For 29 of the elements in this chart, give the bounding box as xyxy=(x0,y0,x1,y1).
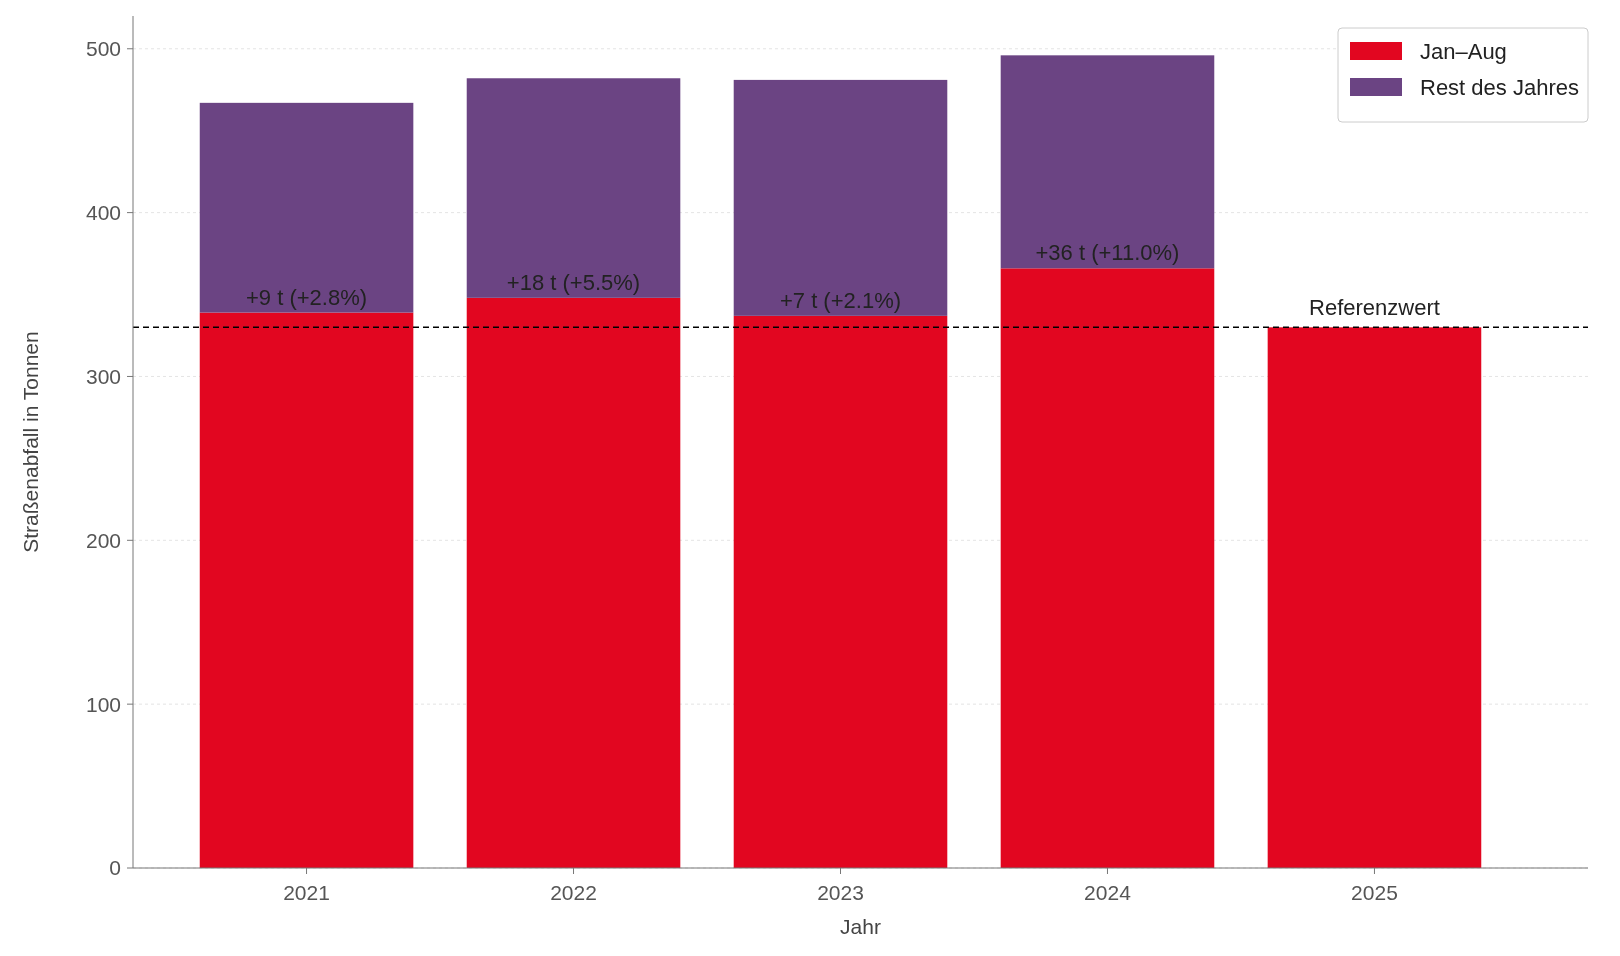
x-tick-label: 2022 xyxy=(550,881,597,904)
x-tick-label: 2025 xyxy=(1351,881,1398,904)
bar xyxy=(733,79,948,316)
bar xyxy=(1000,55,1215,269)
y-tick-label: 100 xyxy=(85,692,121,716)
bar xyxy=(466,297,681,868)
y-tick-label: 200 xyxy=(85,528,121,552)
x-tick-label: 2024 xyxy=(1084,881,1132,904)
legend-label: Jan–Aug xyxy=(1420,38,1507,64)
x-tick-label: 2021 xyxy=(283,881,330,904)
y-tick-label: 500 xyxy=(85,37,121,61)
annotation: +7 t (+2.1%) xyxy=(779,287,902,313)
bar xyxy=(199,102,414,313)
bar xyxy=(1267,327,1482,868)
y-axis-title: Straßenabfall in Tonnen xyxy=(19,331,42,553)
x-axis-title: Jahr xyxy=(840,915,881,938)
legend-label: Rest des Jahres xyxy=(1420,74,1579,100)
bar xyxy=(733,315,948,868)
y-tick-label: 300 xyxy=(85,364,121,388)
y-tick-label: 400 xyxy=(85,200,121,224)
annotation: +36 t (+11.0%) xyxy=(1035,240,1180,266)
annotation: +9 t (+2.8%) xyxy=(246,284,368,310)
ref-line-label: Referenzwert xyxy=(1309,295,1440,321)
bar xyxy=(1000,268,1215,868)
y-tick-label: 0 xyxy=(109,856,121,880)
bar xyxy=(199,312,414,868)
bar xyxy=(466,78,681,298)
annotation: +18 t (+5.5%) xyxy=(506,269,641,295)
x-tick-label: 2023 xyxy=(817,881,864,904)
